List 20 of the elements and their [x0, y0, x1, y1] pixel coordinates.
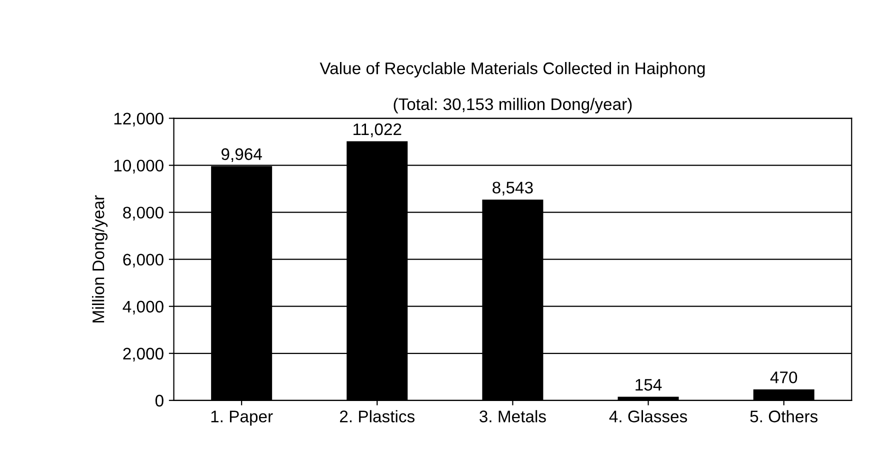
y-tick-label: 10,000: [114, 160, 164, 174]
x-tick-label: 4. Glasses: [609, 410, 688, 422]
y-tick-label: 12,000: [114, 112, 164, 126]
data-label: 11,022: [354, 123, 402, 138]
y-tick-label: 4,000: [122, 300, 164, 315]
data-label: 470: [770, 371, 798, 384]
x-tick-label: 2. Plastics: [340, 410, 415, 422]
y-axis-title: Million Dong/year: [92, 195, 108, 322]
chart-title: Value of Recyclable Materials Collected in Haiphong: [320, 62, 705, 78]
y-tick-label: 0: [155, 394, 164, 407]
data-label: 154: [636, 379, 662, 391]
data-label: 8,543: [492, 182, 533, 196]
x-tick-label: 5. Others: [750, 410, 818, 422]
y-tick-label: 2,000: [123, 348, 164, 362]
chart-subtitle: (Total: 30,153 million Dong/year): [394, 98, 632, 114]
x-tick-label: 3. Metals: [480, 410, 546, 422]
y-tick-label: 6,000: [123, 254, 164, 268]
data-label: 9,964: [222, 148, 262, 162]
y-tick-label: 8,000: [123, 206, 164, 221]
x-tick-label: 1. Paper: [211, 410, 273, 426]
